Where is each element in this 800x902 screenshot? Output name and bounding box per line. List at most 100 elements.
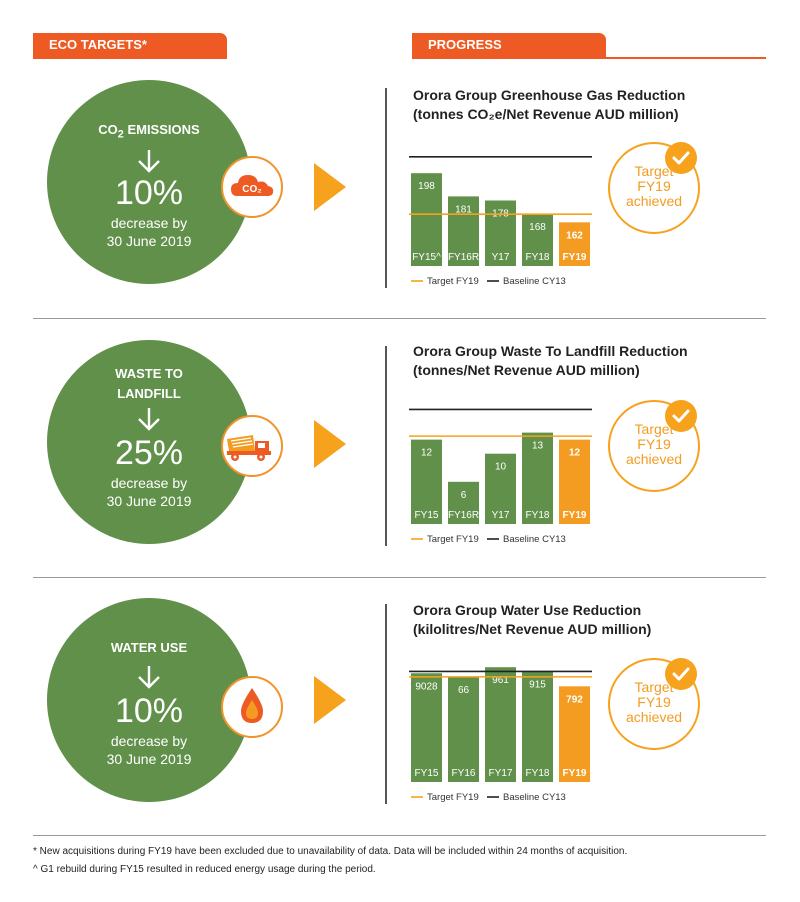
bar-FY15^ [411,173,442,266]
bar-Y17 [485,200,516,266]
legend-baseline-label: Baseline CY13 [503,792,566,803]
legend-baseline-label: Baseline CY13 [503,276,566,287]
bar-chart: 9028 FY15 66 FY16 961 FY17 915 FY18 792 FY19 Targe… [405,666,595,806]
category-label: FY16R [448,510,479,521]
target-percentage: 10% [114,692,184,730]
checkmark-icon [665,400,697,432]
bar-chart-svg: 198FY15^181FY16R178Y17168FY18162FY19Targ… [409,156,592,287]
chart-title-line2: (tonnes CO₂e/Net Revenue AUD million) [413,106,679,122]
checkmark-icon [665,142,697,174]
category-label: FY16 [452,768,476,779]
target-achieved-text: achieved [625,709,683,725]
target-achieved-text: FY19 [637,178,671,194]
bar-FY19 [559,439,590,524]
eco-target-label: WATER USE [110,640,188,655]
category-label: FY15^ [412,252,441,263]
bar-FY18 [522,671,553,782]
eco-target-label: WASTE TO LANDFILL [115,366,183,401]
chart-title: Orora Group Greenhouse Gas Reduction (ton… [413,86,685,124]
legend-target-label: Target FY19 [427,276,479,287]
bar-value-label: 13 [532,441,544,452]
category-label: Y17 [492,510,510,521]
bar-FY15 [411,439,442,524]
water-drop-icon [221,676,283,738]
bar-chart: 12 FY15 6 FY16R 10 Y17 13 FY18 12 FY19 Target FY19… [405,408,595,548]
bar-value-label: 12 [569,448,581,459]
bar-FY19 [559,686,590,782]
category-label: FY18 [526,252,550,263]
progress-label: PROGRESS [428,37,502,52]
bar-chart-svg: 9028 FY15 66 FY16 961 FY17 915 FY18 792 FY19 Targe… [409,667,592,803]
progress-tab: PROGRESS [412,33,606,57]
target-achieved-text: FY19 [637,694,671,710]
chart-title: Orora Group Water Use Reduction (kilolitr… [413,601,651,639]
chart-title-line1: Orora Group Water Use Reduction [413,602,642,618]
chart-title-line2: (tonnes/Net Revenue AUD million) [413,362,640,378]
bar-chart: 198 FY15^ 181 FY16R 178 Y17 168 FY18 162 FY19 Targ… [405,150,595,290]
target-achieved-text: achieved [625,193,683,209]
chart-axis-line [385,346,387,546]
bar-value-label: 6 [461,490,467,501]
bar-value-label: 66 [458,685,470,696]
target-subtext: decrease by [110,475,188,491]
bar-value-label: 915 [529,679,546,690]
category-label: FY15 [415,510,439,521]
eco-targets-tab: ECO TARGETS* [33,33,227,57]
bar-value-label: 9028 [415,681,438,692]
category-label: FY16R [448,252,479,263]
bar-value-label: 168 [529,222,546,233]
chart-title-line1: Orora Group Waste To Landfill Reduction [413,343,688,359]
bar-value-label: 792 [566,694,583,705]
target-percentage: 25% [114,434,184,472]
legend-target-label: Target FY19 [427,792,479,803]
target-circle-green: WASTE TO LANDFILL 25% decrease by 30 June 20… [47,340,251,544]
target-subtext: decrease by [110,215,188,231]
divider [33,835,766,836]
progress-arrow-icon [314,676,346,724]
target-achieved-text: Target [634,679,674,695]
category-label: FY18 [526,768,550,779]
bar-FY16R [448,196,479,266]
target-achieved-text: Target [634,163,674,179]
progress-arrow-icon [314,420,346,468]
chart-title-line1: Orora Group Greenhouse Gas Reduction [413,87,686,103]
target-percentage: 10% [114,174,184,212]
target-circle-green: WATER USE 10% decrease by 30 June 2019 [47,598,251,802]
co2-cloud-icon: CO₂ [221,156,283,218]
target-achieved-text: Target [634,421,674,437]
target-achieved-badge: Target FY19 achieved [608,400,700,492]
bar-value-label: 198 [418,181,435,192]
category-label: FY17 [489,768,513,779]
target-achieved-badge: Target FY19 achieved [608,142,700,234]
target-deadline: 30 June 2019 [106,233,192,249]
checkmark-icon [665,658,697,690]
eco-targets-label: ECO TARGETS* [49,37,147,52]
target-deadline: 30 June 2019 [106,751,192,767]
legend-baseline-label: Baseline CY13 [503,534,566,545]
eco-targets-underline [33,57,227,59]
down-arrow-icon [47,406,251,437]
chart-title: Orora Group Waste To Landfill Reduction (… [413,342,688,380]
category-label: FY19 [563,510,587,521]
bar-chart-svg: 12 FY15 6 FY16R 10 Y17 13 FY18 12 FY19 Target FY19… [409,408,592,545]
chart-axis-line [385,604,387,804]
chart-axis-line [385,88,387,288]
bar-FY17 [485,667,516,782]
bar-FY18 [522,214,553,266]
bar-FY15 [411,673,442,782]
down-arrow-icon [47,664,251,695]
bar-value-label: 12 [421,448,433,459]
target-subtext: decrease by [110,733,188,749]
divider [33,577,766,578]
bar-value-label: 181 [455,204,472,215]
divider [33,318,766,319]
footnote-g1-rebuild: ^ G1 rebuild during FY15 resulted in red… [33,864,376,875]
category-label: FY15 [415,768,439,779]
bar-FY18 [522,432,553,524]
progress-underline [412,57,766,59]
target-achieved-badge: Target FY19 achieved [608,658,700,750]
bar-FY16 [448,676,479,782]
dump-truck-icon [221,415,283,477]
svg-text:CO₂: CO₂ [242,184,261,195]
category-label: Y17 [492,252,510,263]
